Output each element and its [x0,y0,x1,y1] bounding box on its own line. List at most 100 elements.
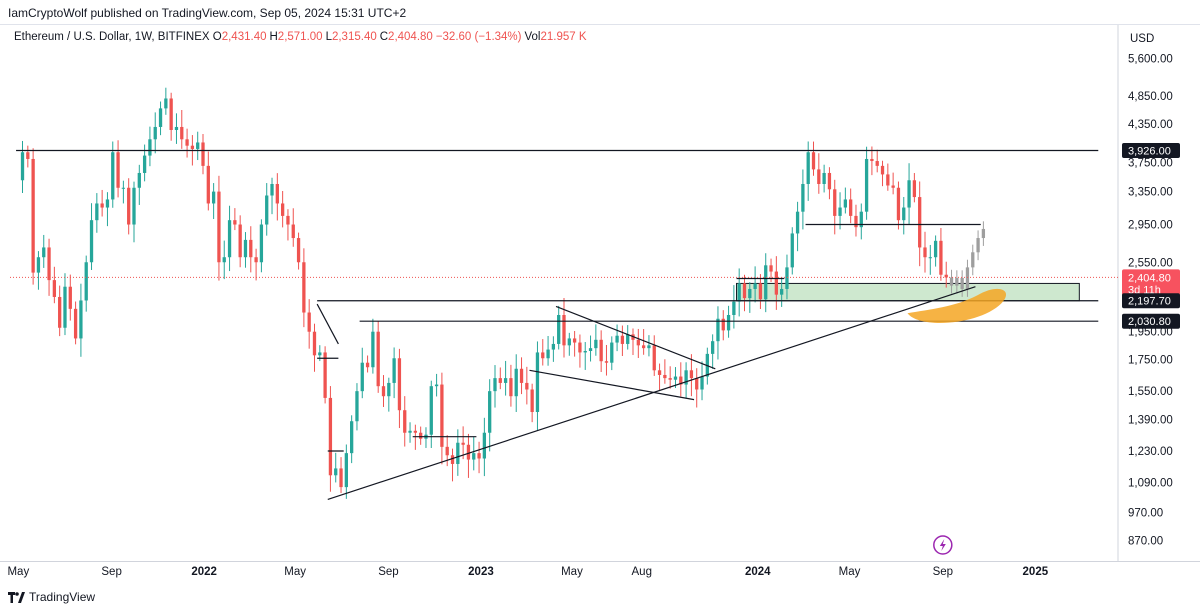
candle-body [689,370,694,379]
candles-layer [20,87,986,499]
price-tag-label: 2,197.70 [1128,296,1171,308]
candle-body [275,183,279,204]
candle-body [790,233,794,268]
price-tick-label: 5,600.00 [1128,54,1173,66]
highlight-marker [907,288,1007,324]
candle-body [726,314,731,331]
lightning-event-icon[interactable] [933,535,953,555]
candle-body [137,172,141,188]
candle-body [854,215,858,228]
candle-body [381,386,386,397]
time-tick-label: Sep [933,566,953,578]
candle-body [36,257,41,273]
candle-body [663,374,667,379]
candle-body [695,378,699,390]
candle-body [864,158,869,212]
candle-body [100,203,104,208]
candle-body [466,444,471,460]
footer-brand-label: TradingView [29,590,96,604]
price-tick-label: 3,350.00 [1128,187,1173,199]
candle-body [328,397,333,476]
chart-grid [0,24,1200,562]
candle-body [870,158,874,162]
candle-body [265,195,269,225]
time-tick-label: Aug [632,566,652,578]
symbol-name: Ethereum / U.S. Dollar, 1W, BITFINEX [14,31,210,43]
candle-body [249,239,253,258]
candle-body [142,155,147,173]
candle-body [859,211,863,228]
candle-body [371,331,375,368]
ohlc-value: 2,431.40 [221,31,267,43]
candle-body [334,468,338,476]
candle-body [105,199,110,208]
candle-body [774,271,778,295]
trend-line[interactable] [555,305,716,370]
ohlc-key: H [269,31,278,43]
candle-body [429,386,433,435]
trend-line[interactable] [327,286,976,501]
price-tick-label: 3,750.00 [1128,157,1173,169]
ohlc-key: C [379,31,389,43]
price-tag-bg [1122,313,1180,329]
candle-body [817,169,821,184]
candle-body [721,318,725,331]
time-tick-label: 2023 [468,566,494,578]
candle-body [461,442,465,445]
candle-body [546,349,550,359]
projection-candle [971,252,975,268]
candle-body [47,247,51,281]
candle-body [456,442,460,464]
candle-body [434,384,439,387]
candle-body [594,339,598,349]
candle-body [217,191,221,263]
price-tick-label: 1,230.00 [1128,446,1173,458]
trend-line[interactable] [316,303,339,345]
candle-body [403,410,407,433]
candle-body [806,152,810,184]
candle-body [323,352,327,398]
candle-body [270,183,274,196]
candle-body [838,207,842,216]
candle-body [525,382,529,390]
lightning-bolt-icon [939,539,946,551]
candle-body [472,453,476,460]
candle-body [31,158,35,273]
candle-body [360,362,364,392]
candle-body [737,283,741,302]
candle-body [158,108,163,127]
candle-body [588,348,593,351]
time-tick-label: 2025 [1023,566,1049,578]
candle-body [557,314,561,344]
currency-label[interactable]: USD [1130,33,1154,45]
ohlc-key: O [212,31,222,43]
candle-body [541,352,545,359]
price-tick-label: 4,850.00 [1128,91,1173,103]
price-tag-bg [1122,143,1180,159]
candle-body [673,376,678,380]
candle-body [493,378,497,392]
candle-body [238,224,242,258]
time-tick-label: May [561,566,583,578]
trend-line[interactable] [529,369,695,401]
highlight-layer [907,288,1007,324]
candle-body [296,238,301,263]
candle-body [748,288,752,299]
candle-body [822,172,826,184]
candle-body [928,257,932,259]
candle-body [280,203,285,216]
drawing-lines-layer [10,149,1118,501]
candle-body [243,239,248,258]
symbol-legend[interactable]: Ethereum / U.S. Dollar, 1W, BITFINEX O2,… [14,31,590,43]
candle-body [350,421,354,454]
footer-brand[interactable]: TradingView [8,590,95,604]
candle-body [732,301,736,315]
price-tick-label: 2,550.00 [1128,257,1173,269]
price-tick-label: 1,090.00 [1128,477,1173,489]
candle-body [647,345,651,349]
candle-body [780,288,784,295]
candle-body [307,312,311,332]
candle-body [679,376,683,385]
